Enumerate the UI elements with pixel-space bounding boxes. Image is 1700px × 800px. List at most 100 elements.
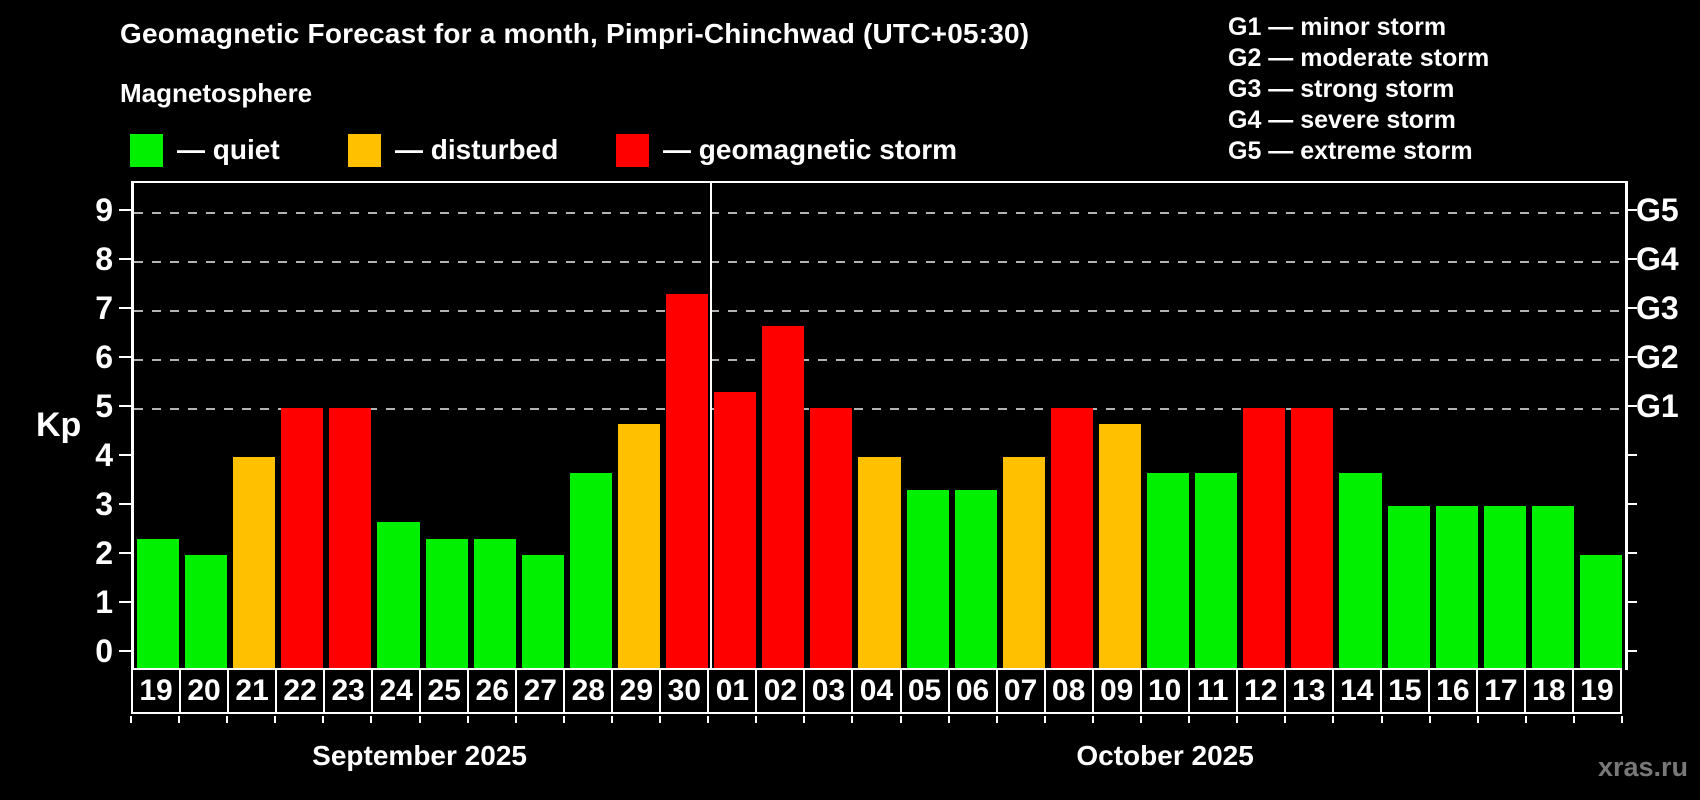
date-boundary-tick: [562, 716, 565, 723]
date-boundary-tick: [1043, 716, 1046, 723]
kp-bar-day-13: [1291, 408, 1334, 670]
date-boundary-tick: [130, 716, 132, 723]
date-cell-29: 18: [1523, 668, 1574, 714]
date-cell-5: 24: [371, 668, 422, 714]
date-cell-4: 23: [323, 668, 374, 714]
right-axis-tick: [1625, 503, 1637, 505]
kp-bar-day-23: [329, 408, 372, 670]
right-axis-tick: [1625, 258, 1637, 260]
date-boundary-tick: [755, 716, 758, 723]
kp-bar-day-17: [1483, 506, 1526, 670]
right-axis-tick: [1625, 454, 1637, 456]
g-scale-line-g4: G4 — severe storm: [1228, 106, 1456, 134]
date-boundary-tick: [707, 716, 710, 723]
date-boundary-tick: [1236, 716, 1239, 723]
date-boundary-tick: [1621, 716, 1623, 723]
kp-bar-day-08: [1050, 408, 1093, 670]
kp-bar-day-14: [1339, 473, 1382, 670]
date-cell-3: 22: [275, 668, 326, 714]
kp-bar-day-19: [137, 538, 180, 670]
date-boundary-tick: [947, 716, 950, 723]
date-boundary-tick: [466, 716, 469, 723]
kp-bar-day-27: [521, 555, 564, 670]
date-cell-28: 17: [1475, 668, 1526, 714]
right-axis-tick: [1625, 552, 1637, 554]
right-axis-tick: [1625, 307, 1637, 309]
date-boundary-tick: [1524, 716, 1527, 723]
date-cell-17: 06: [947, 668, 998, 714]
y-tick-label-5: 5: [95, 388, 113, 424]
kp-bar-day-06: [954, 489, 997, 670]
y-tick-label-0: 0: [95, 633, 113, 669]
date-boundary-tick: [1380, 716, 1383, 723]
date-axis: 19 20 21 22 23 24 25 26 27 28 29 30 01 02 03 04 05 06 07 08…: [131, 668, 1622, 714]
kp-bar-day-15: [1387, 506, 1430, 670]
chart-subtitle: Magnetosphere: [120, 78, 313, 108]
kp-bar-day-12: [1243, 408, 1286, 670]
g-scale-legend: G1 — minor storm G2 — moderate storm G3 …: [1228, 12, 1489, 167]
kp-bar-day-07: [1002, 457, 1045, 670]
y-tick-label-6: 6: [95, 339, 113, 375]
kp-bar-day-30: [666, 293, 709, 670]
y-tick-label-2: 2: [95, 535, 113, 571]
grid-line-kp6: [134, 359, 1625, 361]
date-boundary-tick: [514, 716, 517, 723]
g-axis-label-g3: G3: [1636, 290, 1679, 326]
date-cell-23: 12: [1235, 668, 1286, 714]
g-scale-line-g1: G1 — minor storm: [1228, 13, 1447, 41]
y-tick-label-9: 9: [95, 192, 113, 228]
legend-item-disturbed: — disturbed: [348, 132, 558, 168]
kp-bar-day-10: [1147, 473, 1190, 670]
date-cell-2: 21: [227, 668, 278, 714]
g-axis-label-g1: G1: [1636, 388, 1679, 424]
left-axis-tick: [119, 307, 131, 309]
month-separator-line: [710, 183, 713, 670]
g-axis-label-g5: G5: [1636, 192, 1679, 228]
kp-bar-day-05: [906, 489, 949, 670]
date-cell-8: 27: [515, 668, 566, 714]
kp-bar-day-20: [185, 555, 228, 670]
date-cell-15: 04: [851, 668, 902, 714]
kp-bar-day-11: [1195, 473, 1238, 670]
date-boundary-tick: [1188, 716, 1191, 723]
y-tick-label-8: 8: [95, 241, 113, 277]
g-scale-line-g3: G3 — strong storm: [1228, 75, 1455, 103]
date-boundary-tick: [659, 716, 662, 723]
date-boundary-tick: [851, 716, 854, 723]
g-axis-label-g2: G2: [1636, 339, 1679, 375]
date-cell-13: 02: [755, 668, 806, 714]
kp-bar-day-19: [1579, 555, 1622, 670]
kp-bar-day-18: [1531, 506, 1574, 670]
date-cell-20: 09: [1091, 668, 1142, 714]
date-cell-18: 07: [995, 668, 1046, 714]
date-boundary-tick: [803, 716, 806, 723]
kp-bar-day-01: [714, 391, 757, 670]
date-boundary-tick: [995, 716, 998, 723]
date-boundary-tick: [226, 716, 229, 723]
legend-label-disturbed: — disturbed: [395, 134, 559, 165]
quiet-color-swatch: [130, 133, 163, 167]
plot-area: [131, 181, 1628, 670]
date-boundary-tick: [274, 716, 277, 723]
kp-bar-day-04: [858, 457, 901, 670]
date-boundary-tick: [610, 716, 613, 723]
left-axis-tick: [119, 356, 131, 358]
left-axis-tick: [119, 552, 131, 554]
date-cell-12: 01: [707, 668, 758, 714]
date-boundary-tick: [1332, 716, 1335, 723]
date-boundary-tick: [1476, 716, 1479, 723]
date-cell-10: 29: [611, 668, 662, 714]
date-cell-14: 03: [803, 668, 854, 714]
left-axis-tick: [119, 454, 131, 456]
chart-title: Geomagnetic Forecast for a month, Pimpri…: [120, 18, 1030, 49]
kp-bar-day-21: [233, 457, 276, 670]
date-cell-1: 20: [179, 668, 230, 714]
date-cell-9: 28: [563, 668, 614, 714]
legend-label-geomagnetic-storm: — geomagnetic storm: [663, 134, 958, 165]
kp-bar-day-16: [1435, 506, 1478, 670]
date-boundary-tick: [1428, 716, 1431, 723]
kp-bar-day-03: [810, 408, 853, 670]
kp-bar-day-28: [569, 473, 612, 670]
g-scale-line-g5: G5 — extreme storm: [1228, 137, 1473, 165]
